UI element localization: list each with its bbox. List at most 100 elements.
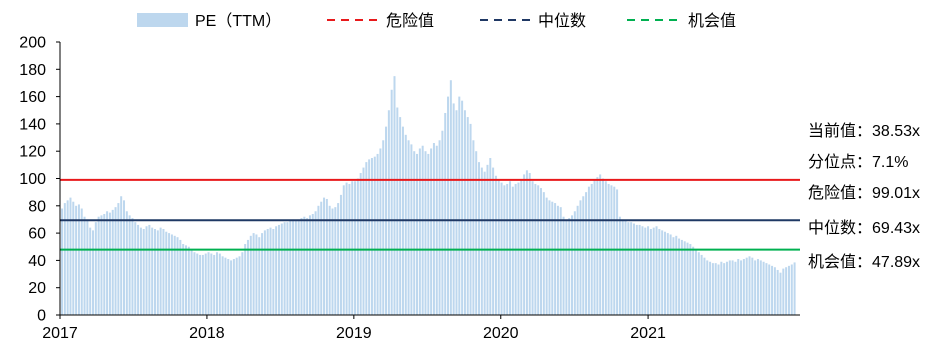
pe-bar bbox=[489, 158, 492, 315]
side-panel: 当前值：38.53x 分位点：7.1% 危险值：99.01x 中位数：69.43… bbox=[808, 121, 920, 271]
side-panel-current-value: 当前值：38.53x bbox=[808, 121, 920, 140]
pe-bar bbox=[238, 256, 241, 315]
legend-swatch-pe-ttm bbox=[137, 13, 188, 27]
pe-bar bbox=[204, 253, 207, 315]
pe-bar bbox=[111, 209, 114, 315]
pe-bar bbox=[213, 254, 216, 315]
pe-bar bbox=[139, 227, 142, 315]
pe-bar bbox=[246, 239, 249, 315]
pe-bar bbox=[134, 222, 137, 315]
pe-bar bbox=[624, 220, 627, 315]
pe-bar bbox=[325, 198, 328, 315]
pe-bar bbox=[308, 215, 311, 315]
pe-bar bbox=[283, 222, 286, 315]
legend-item-danger-value: 危险值 bbox=[327, 11, 434, 30]
pe-bar bbox=[266, 229, 269, 315]
pe-bar bbox=[376, 153, 379, 315]
pe-bar bbox=[573, 211, 576, 315]
pe-bar bbox=[165, 231, 168, 315]
pe-bar bbox=[768, 264, 771, 315]
pe-bar bbox=[354, 181, 357, 315]
pe-bar bbox=[475, 151, 478, 315]
pe-bar bbox=[153, 229, 156, 315]
pe-bar bbox=[447, 96, 450, 315]
pe-bar bbox=[328, 205, 331, 315]
pe-bar bbox=[627, 222, 630, 315]
pe-bar bbox=[441, 130, 444, 315]
pe-bar bbox=[669, 234, 672, 315]
pe-bar bbox=[297, 219, 300, 315]
pe-bar bbox=[80, 208, 83, 315]
pe-bar bbox=[379, 148, 382, 315]
pe-bar bbox=[210, 253, 213, 315]
pe-bar bbox=[511, 186, 514, 315]
pe-bar bbox=[545, 197, 548, 315]
pe-bar bbox=[235, 257, 238, 315]
pe-bar bbox=[215, 252, 218, 315]
pe-bar bbox=[562, 216, 565, 315]
pe-bar bbox=[756, 259, 759, 315]
pe-bar bbox=[244, 244, 247, 315]
pe-bar bbox=[435, 145, 438, 315]
pe-bar bbox=[201, 254, 204, 315]
pe-bar bbox=[280, 223, 283, 315]
pe-bar bbox=[430, 148, 433, 315]
side-panel-percentile: 分位点：7.1% bbox=[808, 152, 908, 171]
pe-bar bbox=[497, 179, 500, 315]
pe-bar bbox=[779, 272, 782, 315]
pe-bar bbox=[187, 246, 190, 315]
pe-bar bbox=[686, 242, 689, 315]
pe-bar bbox=[602, 178, 604, 315]
x-tick-label: 2018 bbox=[189, 325, 225, 342]
pe-bar bbox=[486, 164, 489, 315]
pe-bar bbox=[438, 140, 441, 315]
pe-bar bbox=[593, 179, 596, 315]
y-tick-label: 180 bbox=[19, 62, 46, 79]
pe-bar bbox=[463, 110, 466, 315]
y-axis: 0 20 40 60 80 100 120 140 160 180 200 bbox=[19, 35, 61, 325]
legend-label-pe-ttm: PE（TTM） bbox=[195, 12, 281, 30]
pe-bar bbox=[728, 260, 731, 315]
pe-bar bbox=[785, 267, 788, 315]
pe-bar bbox=[77, 204, 80, 315]
pe-bar bbox=[407, 140, 410, 315]
pe-bar bbox=[337, 203, 340, 315]
pe-bar bbox=[649, 229, 652, 315]
pe-bar bbox=[230, 260, 233, 315]
pe-bar bbox=[362, 167, 365, 315]
pe-bar bbox=[168, 233, 171, 315]
pe-bar bbox=[638, 224, 641, 315]
pe-bar bbox=[199, 254, 202, 315]
pe-bar bbox=[751, 257, 754, 315]
pe-bar bbox=[184, 245, 187, 315]
pe-bar bbox=[582, 196, 585, 315]
pe-bar bbox=[263, 230, 266, 315]
legend-label-opportunity-value: 机会值 bbox=[688, 11, 736, 30]
pe-bar bbox=[117, 203, 120, 315]
pe-bar bbox=[740, 260, 743, 315]
pe-bar bbox=[306, 218, 309, 315]
legend-item-opportunity-value: 机会值 bbox=[627, 11, 736, 30]
pe-bar bbox=[368, 159, 371, 315]
y-tick-label: 160 bbox=[19, 89, 46, 106]
pe-bar bbox=[162, 229, 165, 315]
y-tick-label: 60 bbox=[28, 226, 46, 243]
pe-bar bbox=[692, 246, 695, 315]
pe-bar bbox=[334, 207, 337, 315]
pe-bar bbox=[424, 151, 427, 315]
pe-bar bbox=[207, 252, 210, 315]
pe-bar bbox=[531, 181, 534, 315]
pe-bar bbox=[63, 203, 66, 315]
pe-bar bbox=[89, 227, 92, 315]
pe-bar bbox=[725, 261, 728, 315]
pe-bar bbox=[683, 241, 686, 315]
pe-bar bbox=[221, 256, 224, 315]
plot-area: 0 20 40 60 80 100 120 140 160 180 200 2017 2018 2019… bbox=[19, 35, 800, 342]
current-value-number: 38.53x bbox=[872, 123, 920, 140]
pe-bar bbox=[483, 171, 486, 315]
percentile-label: 分位点： bbox=[808, 152, 872, 171]
pe-bar bbox=[748, 256, 751, 315]
percentile-number: 7.1% bbox=[872, 154, 908, 171]
pe-bar bbox=[190, 249, 193, 315]
